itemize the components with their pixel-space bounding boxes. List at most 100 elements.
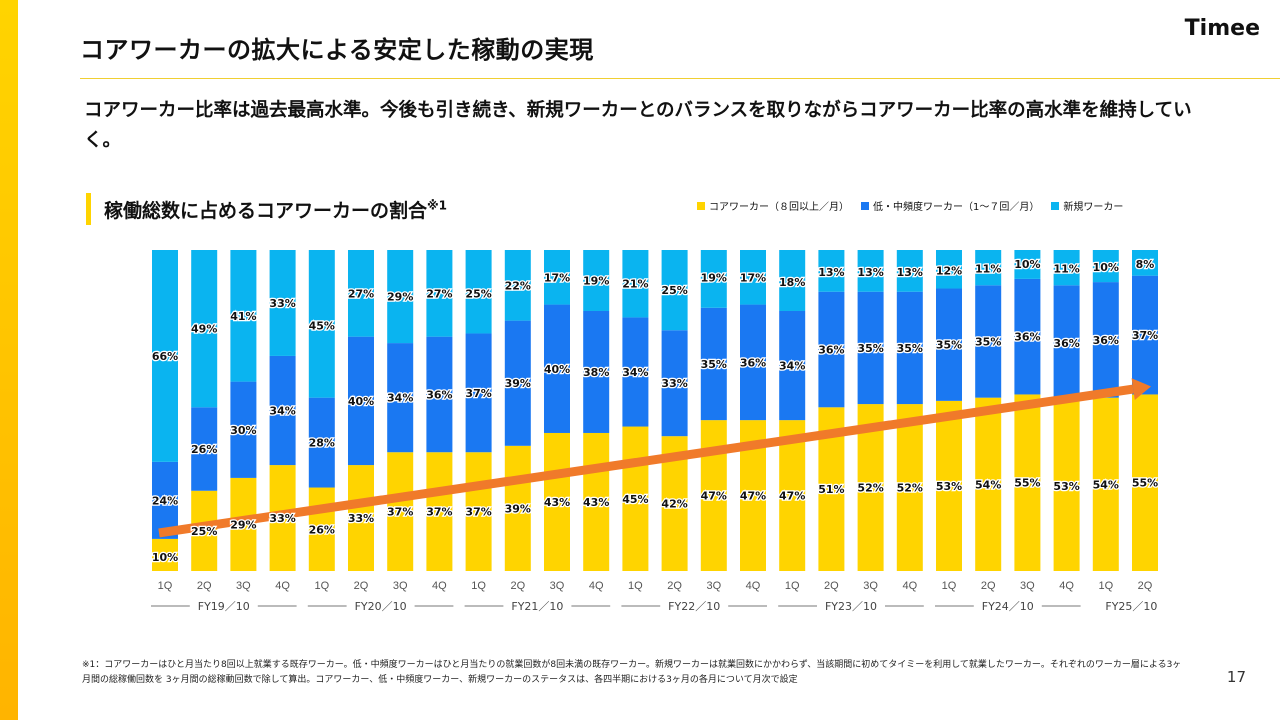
x-tick-label: 2Q xyxy=(824,580,839,592)
data-label: 19% xyxy=(701,271,727,284)
data-label: 36% xyxy=(426,388,452,401)
bar-segment xyxy=(818,250,845,292)
x-tick-label: 1Q xyxy=(785,580,800,592)
bar-segment xyxy=(1014,278,1041,395)
bar-segment xyxy=(779,310,806,421)
data-label: 13% xyxy=(897,266,923,279)
bar-segment xyxy=(622,426,649,571)
bar-segment xyxy=(504,320,531,446)
fiscal-year-label: FY20／10 xyxy=(355,600,407,613)
data-label: 51% xyxy=(818,483,844,496)
fiscal-year-label: FY24／10 xyxy=(982,600,1034,613)
lead-text: コアワーカー比率は過去最高水準。今後も引き続き、新規ワーカーとのバランスを取りな… xyxy=(84,100,1192,151)
data-label: 27% xyxy=(426,287,452,300)
x-tick-label: 3Q xyxy=(550,580,565,592)
bar-segment xyxy=(896,404,923,571)
data-label: 36% xyxy=(818,344,844,357)
fiscal-year-label: FY25／10 xyxy=(1105,600,1157,613)
bar-segment xyxy=(818,291,845,408)
bar-segment xyxy=(308,487,335,571)
bar-segment xyxy=(1132,275,1158,395)
data-label: 25% xyxy=(465,287,491,300)
data-label: 13% xyxy=(857,266,883,279)
legend-swatch-new xyxy=(1051,201,1060,210)
data-label: 17% xyxy=(544,271,570,284)
data-label: 45% xyxy=(622,493,648,506)
data-label: 53% xyxy=(1053,480,1079,493)
bar-segment xyxy=(308,397,335,488)
data-label: 29% xyxy=(387,291,413,304)
x-tick-label: 4Q xyxy=(746,580,761,592)
bar-segment xyxy=(1053,285,1080,401)
bar-segment xyxy=(975,397,1002,571)
legend-label-core: コアワーカー（８回以上／月） xyxy=(709,202,849,213)
data-label: 37% xyxy=(465,506,491,519)
bar-segment xyxy=(1092,282,1119,398)
data-label: 41% xyxy=(230,310,256,323)
data-label: 18% xyxy=(779,276,805,289)
data-label: 55% xyxy=(1014,477,1040,490)
data-label: 47% xyxy=(701,490,727,503)
bar-segment xyxy=(896,291,923,405)
bar-segment xyxy=(269,355,296,466)
data-label: 10% xyxy=(1014,258,1040,271)
x-tick-label: 1Q xyxy=(942,580,957,592)
bar-segment xyxy=(465,452,492,571)
page-title: コアワーカーの拡大による安定した稼動の実現 xyxy=(80,36,594,64)
data-label: 40% xyxy=(544,363,570,376)
data-label: 40% xyxy=(348,395,374,408)
timee-logo: Timee xyxy=(1184,16,1260,41)
bar-segment xyxy=(152,461,178,539)
bar-segment xyxy=(740,304,766,421)
x-tick-label: 2Q xyxy=(1138,580,1153,592)
legend-label-new: 新規ワーカー xyxy=(1063,202,1124,213)
bar-segment xyxy=(504,250,531,321)
data-label: 27% xyxy=(348,287,374,300)
bar-segment xyxy=(700,307,727,421)
bar-segment xyxy=(504,445,531,571)
fiscal-year-label: FY21／10 xyxy=(511,600,563,613)
data-label: 36% xyxy=(1093,334,1119,347)
data-label: 21% xyxy=(622,278,648,291)
bar-segment xyxy=(583,250,610,311)
data-label: 33% xyxy=(269,512,295,525)
bar-segment xyxy=(1014,250,1041,279)
bar-segment xyxy=(700,250,727,308)
fiscal-year-label: FY23／10 xyxy=(825,600,877,613)
bar-segment xyxy=(661,250,688,331)
title-divider xyxy=(80,78,1280,79)
bar-segment xyxy=(779,420,806,571)
bar-segment xyxy=(387,452,414,571)
data-label: 34% xyxy=(622,366,648,379)
left-accent-band xyxy=(0,0,18,720)
bar-segment xyxy=(1092,397,1119,571)
bar-segment xyxy=(1092,250,1119,283)
bar-segment xyxy=(269,250,296,356)
x-tick-label: 3Q xyxy=(706,580,721,592)
data-label: 37% xyxy=(387,506,413,519)
fiscal-year-label: FY22／10 xyxy=(668,600,720,613)
bar-segment xyxy=(465,250,492,334)
bar-segment xyxy=(544,250,570,305)
bar-segment xyxy=(426,336,453,453)
data-label: 53% xyxy=(936,480,962,493)
bar-segment xyxy=(896,250,923,292)
data-label: 10% xyxy=(152,551,178,564)
data-label: 52% xyxy=(857,482,883,495)
data-label: 11% xyxy=(1053,263,1079,276)
data-label: 36% xyxy=(1053,337,1079,350)
bar-segment xyxy=(1053,400,1080,571)
data-label: 24% xyxy=(152,494,178,507)
data-label: 25% xyxy=(661,284,687,297)
data-label: 37% xyxy=(1132,329,1158,342)
data-label: 54% xyxy=(975,478,1001,491)
x-tick-label: 1Q xyxy=(628,580,643,592)
bar-segment xyxy=(387,343,414,453)
bar-segment xyxy=(348,250,374,337)
bar-segment xyxy=(1132,250,1158,276)
data-label: 33% xyxy=(269,297,295,310)
data-label: 34% xyxy=(269,405,295,418)
bar-segment xyxy=(426,250,453,337)
data-label: 33% xyxy=(348,512,374,525)
data-label: 35% xyxy=(897,342,923,355)
